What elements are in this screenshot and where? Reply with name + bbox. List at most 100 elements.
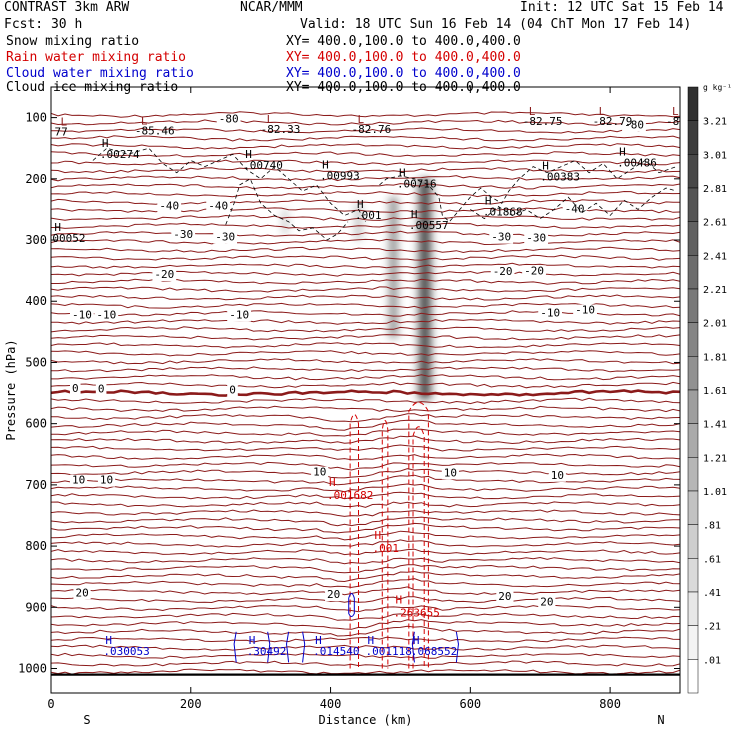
isotherm <box>51 516 680 527</box>
cloud-ice-maximum-label: .00993 <box>320 169 360 182</box>
rain-max-marker: H <box>374 529 381 542</box>
isotherm-label-bg <box>490 265 515 278</box>
colorbar-label: 1.01 <box>703 487 727 498</box>
cloud-water-max-marker: H <box>368 634 375 647</box>
isotherm <box>51 461 680 471</box>
isotherm-label: -20 <box>524 264 544 277</box>
cloud-water-contour <box>233 631 237 663</box>
colorbar-label: 1.21 <box>703 453 727 464</box>
isotherm-label: -10 <box>72 308 92 321</box>
x-tick-label: 200 <box>180 697 202 711</box>
isotherm-label: -40 <box>208 199 228 212</box>
isotherm-label-bg <box>171 229 196 242</box>
colorbar-label: 2.41 <box>703 251 727 262</box>
isotherm-label: -30 <box>215 231 235 244</box>
colorbar-bin <box>687 558 699 593</box>
isotherm <box>51 286 680 293</box>
y-tick-label: 600 <box>25 417 47 431</box>
isotherm <box>51 151 680 158</box>
isotherm <box>51 501 680 508</box>
isotherm <box>51 413 680 423</box>
isotherm-label: 10 <box>313 466 326 479</box>
y-tick-label: 400 <box>25 294 47 308</box>
cloud-ice-maximum-label: .00716 <box>397 177 437 190</box>
isotherm-label-bg <box>94 309 119 322</box>
ice-max-marker: H <box>322 158 329 171</box>
legend-rain-xy: XY= 400.0,100.0 to 400.0,400.0 <box>286 50 521 65</box>
isotherm <box>51 135 680 142</box>
isotherm <box>51 270 680 277</box>
cloud-water-contour <box>286 631 290 663</box>
temperature-minimum-label: -82.33 <box>261 123 301 136</box>
valid-time: Valid: 18 UTC Sun 16 Feb 14 (04 ChT Mon … <box>300 17 692 32</box>
isotherm-label-bg <box>213 231 238 244</box>
isotherm <box>51 644 680 651</box>
isotherm <box>51 190 680 198</box>
rain-maximum-label: .001 <box>372 542 399 555</box>
isotherm-label-bg <box>73 587 91 600</box>
x-axis-label: Distance (km) <box>319 713 413 727</box>
isotherm <box>51 539 680 548</box>
isotherm <box>51 222 680 229</box>
cloud-ice-maximum-label: 00052 <box>52 232 85 245</box>
isotherm-label-bg <box>227 309 252 322</box>
isotherm <box>51 619 680 630</box>
isotherm-label-bg <box>548 469 566 482</box>
isotherm <box>51 214 680 222</box>
temperature-minimum-label: -85.46 <box>135 125 175 138</box>
x-end-label-north: N <box>657 713 664 727</box>
isotherm <box>51 444 680 452</box>
ice-max-marker: H <box>102 137 109 150</box>
isotherm-label: -40 <box>565 202 585 215</box>
isotherm <box>51 612 680 621</box>
isotherm-label-bg <box>538 596 556 609</box>
isotherm <box>51 167 680 174</box>
cloud-water-maximum-label: .014540 <box>313 645 359 658</box>
isotherm-label: -10 <box>575 303 595 316</box>
isotherm-label: 10 <box>72 474 85 487</box>
isotherm-label: -20 <box>493 265 513 278</box>
colorbar-label: .61 <box>703 554 721 565</box>
isotherm <box>51 198 680 206</box>
isotherm-label: -10 <box>540 307 560 320</box>
isotherm <box>51 556 680 565</box>
y-tick-label: 900 <box>25 600 47 614</box>
colorbar-bin <box>687 625 699 660</box>
isotherm <box>51 278 680 285</box>
isotherm <box>51 294 680 301</box>
isotherm-label: 0 <box>98 382 105 395</box>
cloud-ice-maximum-label: .001 <box>355 209 382 222</box>
forecast-hour: Fcst: 30 h <box>4 17 83 32</box>
title-left: CONTRAST 3km ARW <box>4 0 130 15</box>
rain-contour <box>349 413 360 669</box>
rain-maximum-label: .001 <box>343 690 370 703</box>
colorbar-label: 1.81 <box>703 352 727 363</box>
isotherm-label-bg <box>152 268 177 281</box>
colorbar-label: 2.01 <box>703 319 727 330</box>
isotherm <box>51 491 680 500</box>
colorbar-label: 2.81 <box>703 184 727 195</box>
isotherm <box>51 254 680 261</box>
temperature-minimum-label: -82.75 <box>523 115 563 128</box>
isotherm-label: -80 <box>624 119 644 132</box>
init-time: Init: 12 UTC Sat 15 Feb 14 <box>520 0 724 15</box>
cloud-water-max-marker: H <box>413 634 420 647</box>
isotherm <box>51 366 680 373</box>
rain-contour <box>412 426 425 669</box>
legend-cloud-water-xy: XY= 400.0,100.0 to 400.0,400.0 <box>286 66 521 81</box>
temperature-minimum-label: -82.79 <box>593 115 633 128</box>
isotherm <box>51 397 680 405</box>
rain-maximum-label: .001682 <box>327 489 373 502</box>
rain-contour <box>408 401 429 669</box>
colorbar-bin <box>687 322 699 357</box>
isotherm-label: 0 <box>72 382 79 395</box>
center-label: NCAR/MMM <box>240 0 303 15</box>
colorbar-bin <box>687 120 699 155</box>
ice-max-marker: H <box>542 160 549 173</box>
isotherm <box>51 564 680 574</box>
cloud-water-max-marker: H <box>315 634 322 647</box>
cloud-ice-maximum-label: .00740 <box>243 159 283 172</box>
cloud-water-contour <box>411 631 415 663</box>
y-tick-label: 1000 <box>18 662 47 676</box>
